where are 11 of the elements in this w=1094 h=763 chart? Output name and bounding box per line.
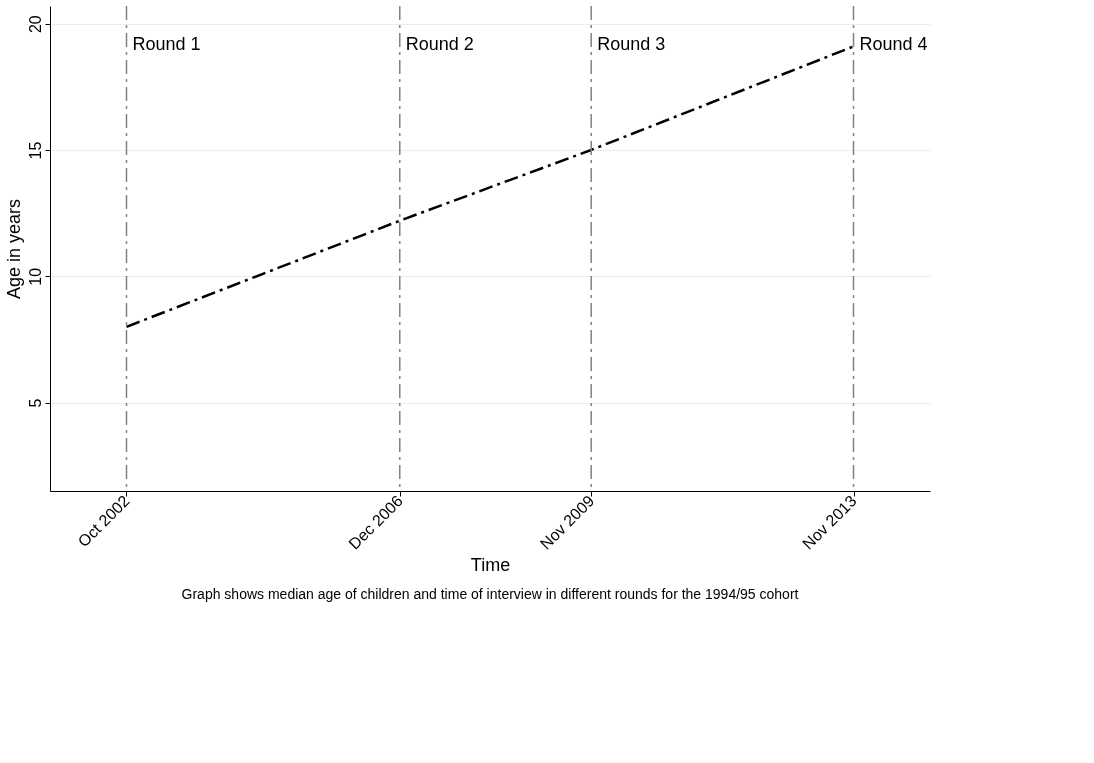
ref-line-label: Round 2 <box>405 34 474 54</box>
y-tick-label: 20 <box>26 15 44 34</box>
x-axis-title: Time <box>470 554 511 575</box>
y-tick-label: 5 <box>26 398 44 408</box>
text: Graph shows median age of children and time of interview in different rounds for the 1994/95 cohort <box>181 586 799 603</box>
ref-line-label: Round 3 <box>597 34 666 54</box>
ref-line-label: Round 1 <box>132 34 201 54</box>
y-tick-label: 15 <box>26 141 44 160</box>
y-tick-label: 10 <box>26 267 44 286</box>
y-axis-title: Age in years <box>3 198 24 300</box>
ref-line-label: Round 4 <box>859 34 928 54</box>
